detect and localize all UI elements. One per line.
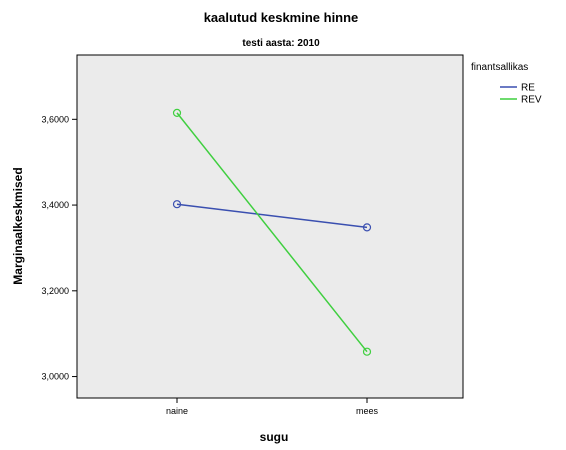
data-point-rev: [362, 347, 372, 356]
chart-title: kaalutud keskmine hinne: [204, 10, 359, 25]
data-point-re: [362, 223, 372, 232]
legend-label-rev: REV: [521, 95, 542, 106]
chart-subtitle: testi aasta: 2010: [242, 38, 320, 49]
x-axis-ticks: naine mees: [166, 398, 379, 416]
plot-area: [76, 54, 464, 399]
data-point-re: [172, 200, 182, 209]
series-line-rev: [176, 112, 368, 353]
data-point-rev: [172, 108, 182, 117]
x-axis-label: sugu: [260, 430, 289, 444]
y-axis-ticks: 3,0000 3,2000 3,4000 3,6000: [41, 114, 77, 382]
y-tick-label: 3,2000: [41, 286, 69, 296]
y-axis-label: Marginaalkeskmised: [11, 167, 25, 284]
y-tick-label: 3,0000: [41, 372, 69, 382]
x-tick-label: naine: [166, 406, 188, 416]
y-tick-label: 3,4000: [41, 200, 69, 210]
series-line-re: [176, 203, 368, 229]
legend-title: finantsallikas: [471, 62, 528, 73]
x-tick-label: mees: [356, 406, 379, 416]
legend-label-re: RE: [521, 83, 535, 94]
series-layer: [172, 108, 372, 356]
y-tick-label: 3,6000: [41, 114, 69, 124]
